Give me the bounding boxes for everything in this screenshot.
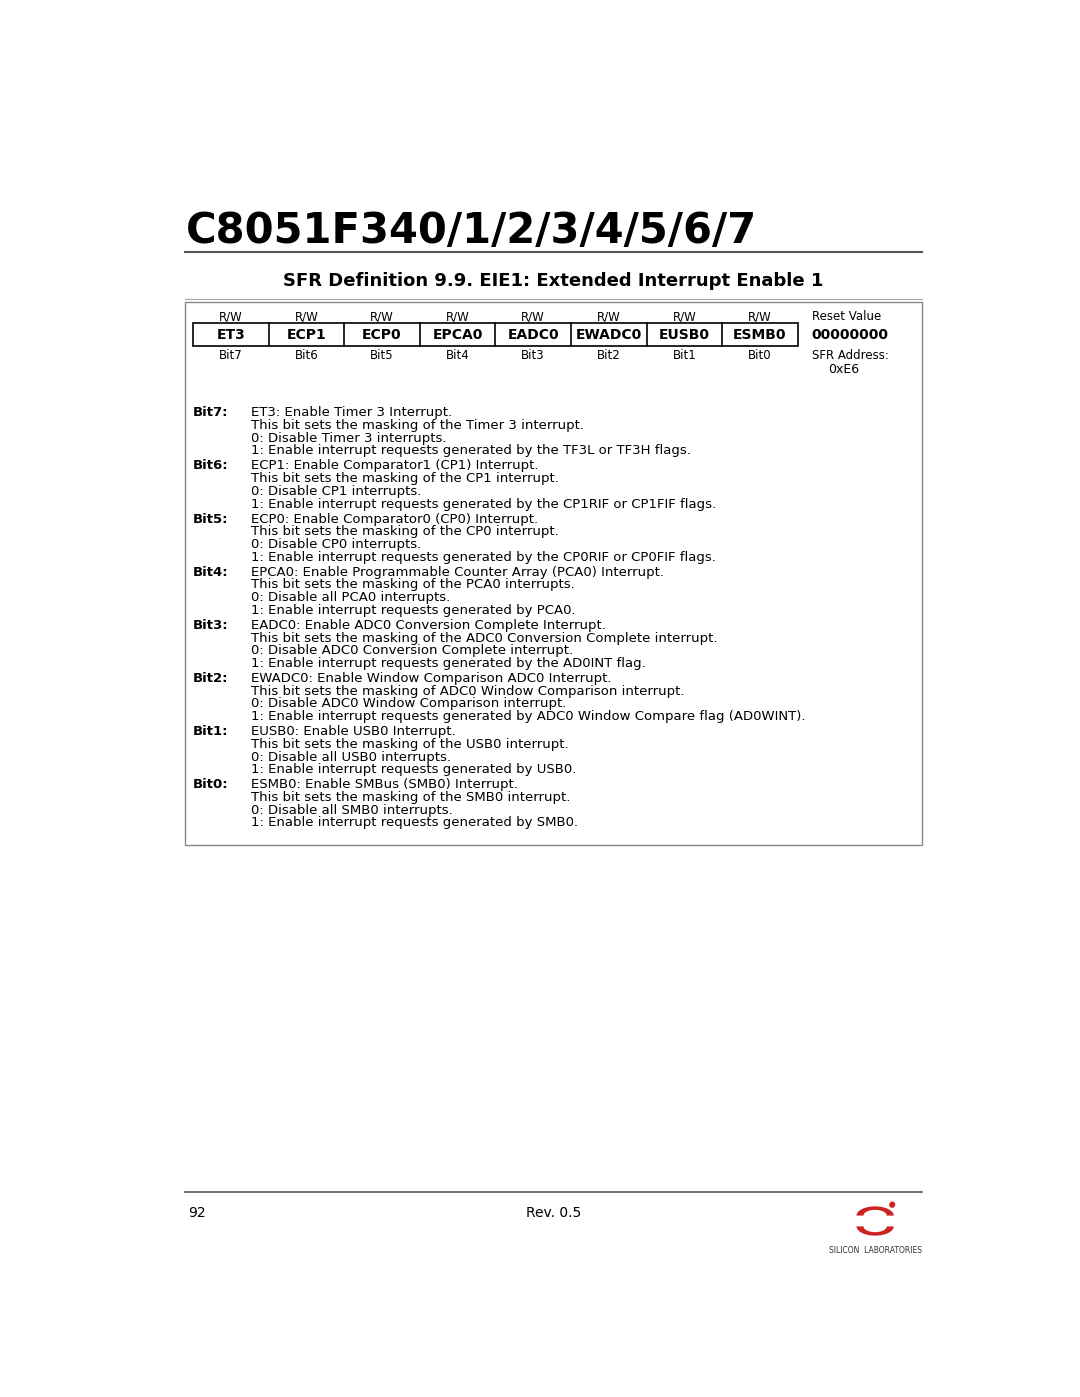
Text: 0: Disable ADC0 Conversion Complete interrupt.: 0: Disable ADC0 Conversion Complete inte… — [252, 644, 573, 657]
Text: 1: Enable interrupt requests generated by PCA0.: 1: Enable interrupt requests generated b… — [252, 604, 576, 617]
Bar — [193, 323, 798, 346]
Text: Bit1:: Bit1: — [193, 725, 229, 738]
Text: R/W: R/W — [748, 310, 772, 323]
Text: 1: Enable interrupt requests generated by USB0.: 1: Enable interrupt requests generated b… — [252, 763, 577, 777]
Text: 1: Enable interrupt requests generated by ADC0 Window Compare flag (AD0WINT).: 1: Enable interrupt requests generated b… — [252, 710, 806, 724]
Circle shape — [890, 1203, 894, 1207]
Text: R/W: R/W — [522, 310, 545, 323]
Text: Bit3:: Bit3: — [193, 619, 229, 631]
Text: This bit sets the masking of the ADC0 Conversion Complete interrupt.: This bit sets the masking of the ADC0 Co… — [252, 631, 718, 644]
Text: This bit sets the masking of the CP1 interrupt.: This bit sets the masking of the CP1 int… — [252, 472, 559, 485]
Text: Bit2: Bit2 — [597, 349, 621, 362]
Text: 0: Disable all PCA0 interrupts.: 0: Disable all PCA0 interrupts. — [252, 591, 450, 604]
Text: ESMB0: ESMB0 — [733, 328, 786, 342]
Text: Bit3: Bit3 — [522, 349, 545, 362]
Text: This bit sets the masking of the CP0 interrupt.: This bit sets the masking of the CP0 int… — [252, 525, 559, 538]
Text: Reset Value: Reset Value — [811, 310, 881, 323]
Text: 0: Disable CP1 interrupts.: 0: Disable CP1 interrupts. — [252, 485, 421, 497]
Text: 1: Enable interrupt requests generated by the CP1RIF or CP1FIF flags.: 1: Enable interrupt requests generated b… — [252, 497, 716, 510]
Text: This bit sets the masking of the SMB0 interrupt.: This bit sets the masking of the SMB0 in… — [252, 791, 570, 803]
Text: 1: Enable interrupt requests generated by SMB0.: 1: Enable interrupt requests generated b… — [252, 816, 579, 830]
Text: EPCA0: EPCA0 — [432, 328, 483, 342]
Text: R/W: R/W — [673, 310, 697, 323]
Text: 1: Enable interrupt requests generated by the AD0INT flag.: 1: Enable interrupt requests generated b… — [252, 657, 646, 671]
Text: C8051F340/1/2/3/4/5/6/7: C8051F340/1/2/3/4/5/6/7 — [186, 210, 757, 251]
Text: 0: Disable all USB0 interrupts.: 0: Disable all USB0 interrupts. — [252, 750, 451, 764]
Text: ECP1: Enable Comparator1 (CP1) Interrupt.: ECP1: Enable Comparator1 (CP1) Interrupt… — [252, 460, 539, 472]
Text: Bit7: Bit7 — [219, 349, 243, 362]
Text: Bit2:: Bit2: — [193, 672, 229, 685]
Text: R/W: R/W — [219, 310, 243, 323]
Text: R/W: R/W — [295, 310, 319, 323]
Text: Bit4:: Bit4: — [193, 566, 229, 578]
Text: R/W: R/W — [370, 310, 394, 323]
Text: 1: Enable interrupt requests generated by the TF3L or TF3H flags.: 1: Enable interrupt requests generated b… — [252, 444, 691, 457]
Text: Bit6: Bit6 — [295, 349, 319, 362]
Text: R/W: R/W — [446, 310, 470, 323]
Text: Rev. 0.5: Rev. 0.5 — [526, 1206, 581, 1220]
Text: EWADC0: EWADC0 — [576, 328, 642, 342]
Text: EPCA0: Enable Programmable Counter Array (PCA0) Interrupt.: EPCA0: Enable Programmable Counter Array… — [252, 566, 664, 578]
Text: ET3: Enable Timer 3 Interrupt.: ET3: Enable Timer 3 Interrupt. — [252, 407, 453, 419]
Text: EADC0: Enable ADC0 Conversion Complete Interrupt.: EADC0: Enable ADC0 Conversion Complete I… — [252, 619, 606, 631]
Text: 92: 92 — [188, 1206, 205, 1220]
Text: This bit sets the masking of the PCA0 interrupts.: This bit sets the masking of the PCA0 in… — [252, 578, 575, 591]
Text: 1: Enable interrupt requests generated by the CP0RIF or CP0FIF flags.: 1: Enable interrupt requests generated b… — [252, 550, 716, 564]
Text: ECP1: ECP1 — [286, 328, 326, 342]
Polygon shape — [856, 1227, 894, 1235]
Text: Bit6:: Bit6: — [193, 460, 229, 472]
Text: 0xE6: 0xE6 — [828, 363, 860, 376]
Text: ESMB0: Enable SMBus (SMB0) Interrupt.: ESMB0: Enable SMBus (SMB0) Interrupt. — [252, 778, 518, 791]
Text: EUSB0: Enable USB0 Interrupt.: EUSB0: Enable USB0 Interrupt. — [252, 725, 456, 738]
Text: 0: Disable CP0 interrupts.: 0: Disable CP0 interrupts. — [252, 538, 421, 550]
Text: Bit1: Bit1 — [673, 349, 697, 362]
Text: R/W: R/W — [597, 310, 621, 323]
Text: 0: Disable Timer 3 interrupts.: 0: Disable Timer 3 interrupts. — [252, 432, 447, 444]
Text: 0: Disable ADC0 Window Comparison interrupt.: 0: Disable ADC0 Window Comparison interr… — [252, 697, 567, 711]
Text: Bit0:: Bit0: — [193, 778, 229, 791]
Text: EWADC0: Enable Window Comparison ADC0 Interrupt.: EWADC0: Enable Window Comparison ADC0 In… — [252, 672, 611, 685]
Text: ECP0: ECP0 — [362, 328, 402, 342]
Text: This bit sets the masking of the Timer 3 interrupt.: This bit sets the masking of the Timer 3… — [252, 419, 584, 432]
Text: ECP0: Enable Comparator0 (CP0) Interrupt.: ECP0: Enable Comparator0 (CP0) Interrupt… — [252, 513, 538, 525]
Text: SILICON  LABORATORIES: SILICON LABORATORIES — [828, 1246, 921, 1255]
Text: Bit5: Bit5 — [370, 349, 394, 362]
Text: Bit0: Bit0 — [748, 349, 771, 362]
Polygon shape — [856, 1207, 894, 1215]
Text: SFR Definition 9.9. EIE1: Extended Interrupt Enable 1: SFR Definition 9.9. EIE1: Extended Inter… — [283, 271, 824, 289]
Text: Bit7:: Bit7: — [193, 407, 229, 419]
Text: Bit5:: Bit5: — [193, 513, 229, 525]
Circle shape — [853, 1200, 896, 1242]
Text: ®: ® — [889, 1201, 895, 1208]
Text: EUSB0: EUSB0 — [659, 328, 710, 342]
Text: 0: Disable all SMB0 interrupts.: 0: Disable all SMB0 interrupts. — [252, 803, 453, 817]
Text: This bit sets the masking of the USB0 interrupt.: This bit sets the masking of the USB0 in… — [252, 738, 569, 750]
Text: 00000000: 00000000 — [811, 328, 889, 342]
Text: Bit4: Bit4 — [446, 349, 470, 362]
Text: ET3: ET3 — [216, 328, 245, 342]
Text: EADC0: EADC0 — [508, 328, 559, 342]
Text: This bit sets the masking of ADC0 Window Comparison interrupt.: This bit sets the masking of ADC0 Window… — [252, 685, 685, 697]
Bar — [186, 302, 921, 845]
Text: SFR Address:: SFR Address: — [811, 349, 889, 362]
